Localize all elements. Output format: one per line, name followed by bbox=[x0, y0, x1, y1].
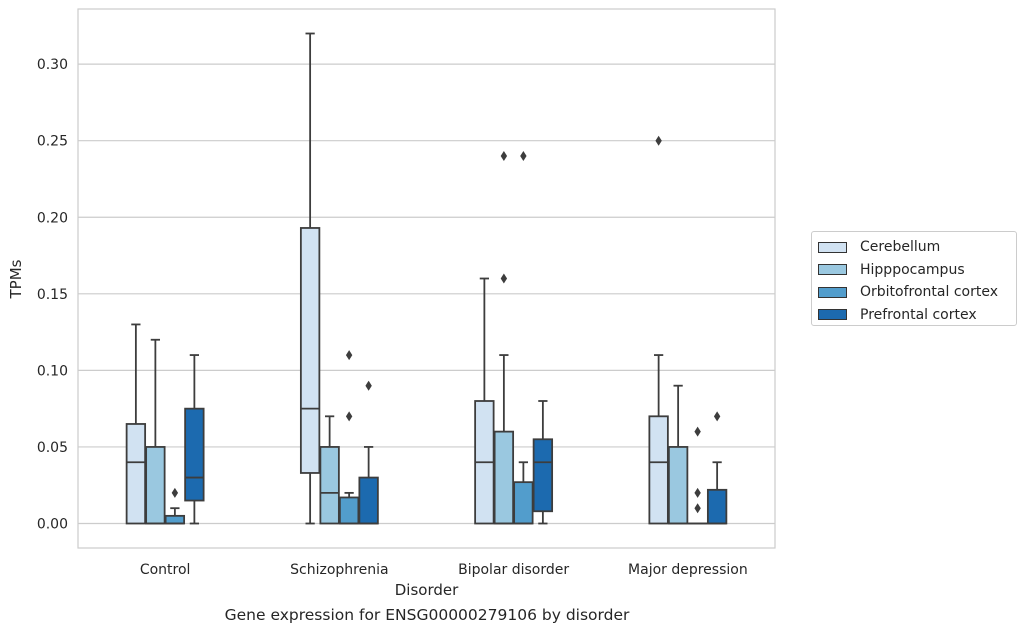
y-axis-label: TPMs bbox=[7, 259, 25, 299]
box-iqr bbox=[513, 481, 534, 525]
legend-swatch bbox=[818, 309, 847, 321]
box-prefrontal-cortex bbox=[706, 411, 728, 525]
box-hipppocampus bbox=[319, 415, 340, 525]
legend-label: Hipppocampus bbox=[860, 261, 965, 278]
legend-swatch bbox=[818, 264, 847, 276]
outlier-point bbox=[500, 151, 508, 161]
box-iqr bbox=[493, 430, 515, 525]
box-prefrontal-cortex bbox=[184, 354, 205, 525]
box-iqr bbox=[164, 514, 186, 525]
outlier-point bbox=[171, 487, 179, 498]
x-tick-label: Control bbox=[140, 562, 191, 578]
outlier-point bbox=[500, 273, 508, 284]
box-prefrontal-cortex bbox=[358, 380, 379, 525]
x-tick-label: Major depression bbox=[628, 562, 748, 578]
box-orbitofrontal-cortex bbox=[164, 487, 186, 525]
y-tick-label: 0.20 bbox=[37, 210, 68, 226]
y-tick-label: 0.15 bbox=[37, 287, 68, 303]
outlier-point bbox=[694, 503, 701, 514]
box-prefrontal-cortex bbox=[532, 400, 554, 525]
x-tick-labels: Control Schizophrenia Bipolar disorder Majo… bbox=[140, 562, 748, 578]
y-tick-labels: 0.00 0.05 0.10 0.15 0.20 0.25 0.30 bbox=[37, 57, 68, 532]
legend: Cerebellum Hipppocampus Orbitofrontal co… bbox=[811, 231, 1017, 326]
plot-frame bbox=[77, 8, 776, 549]
x-tick-label: Bipolar disorder bbox=[458, 562, 569, 578]
y-tick-label: 0.25 bbox=[37, 134, 68, 150]
outlier-point bbox=[713, 411, 721, 422]
outlier-point bbox=[365, 380, 372, 391]
y-tick-label: 0.10 bbox=[37, 363, 68, 379]
legend-label: Cerebellum bbox=[860, 239, 941, 256]
legend-item: Orbitofrontal cortex bbox=[818, 281, 1016, 304]
box-iqr bbox=[667, 446, 689, 525]
legend-label: Prefrontal cortex bbox=[860, 306, 977, 323]
legend-item: Cerebellum bbox=[818, 236, 1016, 259]
x-tick-label: Schizophrenia bbox=[290, 562, 388, 578]
box-iqr bbox=[338, 496, 360, 525]
outlier-point bbox=[655, 135, 662, 146]
box-layer bbox=[125, 32, 728, 525]
x-axis-label: Disorder bbox=[395, 581, 459, 599]
y-tick-label: 0.00 bbox=[37, 517, 68, 533]
box-iqr bbox=[532, 438, 554, 513]
outlier-point bbox=[345, 350, 353, 361]
box-iqr bbox=[706, 488, 728, 525]
y-tick-label: 0.30 bbox=[37, 57, 68, 73]
box-iqr bbox=[648, 415, 669, 525]
legend-swatch bbox=[818, 241, 847, 253]
box-iqr bbox=[145, 446, 166, 525]
box-orbitofrontal-cortex bbox=[338, 350, 360, 525]
box-iqr bbox=[319, 446, 340, 525]
box-cerebellum bbox=[648, 135, 669, 525]
box-orbitofrontal-cortex bbox=[513, 151, 534, 525]
box-hipppocampus bbox=[493, 151, 515, 525]
outlier-point bbox=[345, 411, 353, 422]
legend-item: Prefrontal cortex bbox=[818, 304, 1016, 327]
box-iqr bbox=[358, 476, 379, 525]
box-iqr bbox=[299, 227, 321, 474]
y-tick-label: 0.05 bbox=[37, 440, 68, 456]
box-orbitofrontal-cortex bbox=[687, 426, 708, 525]
outlier-point bbox=[520, 151, 527, 161]
legend-item: Hipppocampus bbox=[818, 259, 1016, 282]
box-iqr bbox=[184, 407, 205, 502]
box-iqr bbox=[125, 423, 147, 525]
legend-label: Orbitofrontal cortex bbox=[860, 284, 998, 301]
box-cerebellum bbox=[299, 32, 321, 525]
box-cerebellum bbox=[474, 277, 495, 525]
outlier-point bbox=[694, 426, 701, 437]
legend-swatch bbox=[818, 286, 847, 298]
box-cerebellum bbox=[125, 323, 147, 525]
outlier-point bbox=[694, 487, 701, 498]
box-hipppocampus bbox=[145, 338, 166, 525]
box-hipppocampus bbox=[667, 384, 689, 525]
chart-caption: Gene expression for ENSG00000279106 by d… bbox=[224, 606, 630, 624]
